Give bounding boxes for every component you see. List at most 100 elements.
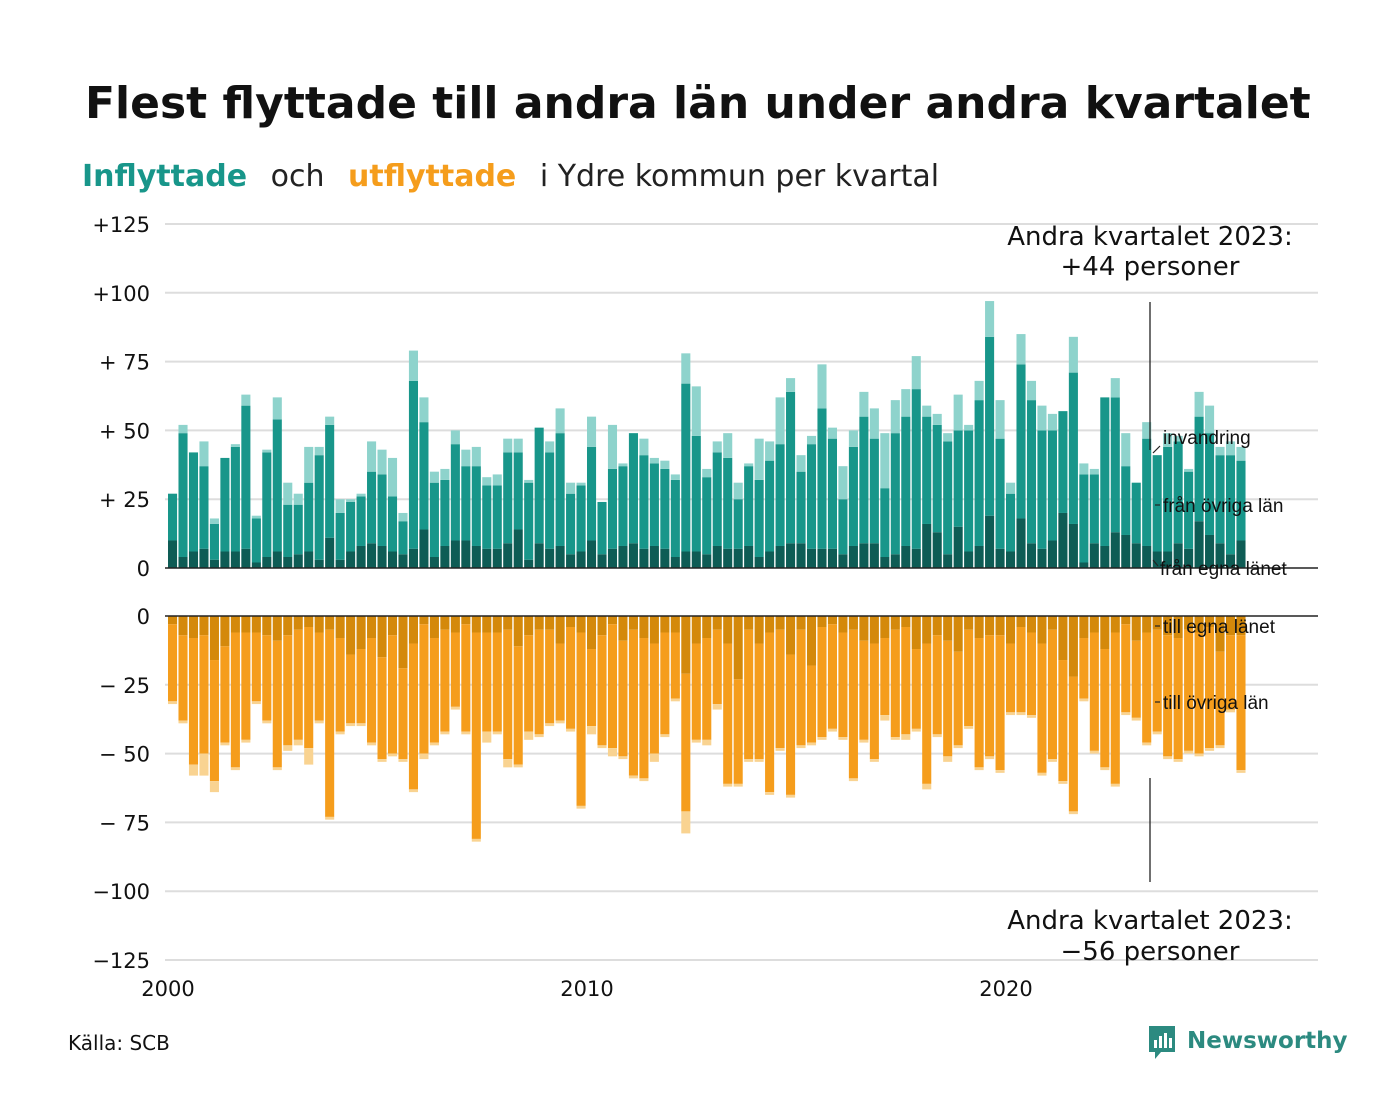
bar-in-immig (1236, 446, 1246, 461)
bar-in-own (1225, 554, 1236, 568)
bar-out-emig (429, 742, 439, 746)
bar-in-immig (440, 468, 450, 480)
bar-in-other (471, 466, 481, 546)
bar-in-immig (691, 386, 701, 436)
bar-out-emig (178, 720, 188, 724)
bar-out-own (251, 616, 261, 633)
bar-out-own (503, 616, 513, 630)
bar-in-other (943, 441, 953, 555)
bar-out-emig (408, 789, 418, 793)
bar-out-emig (356, 723, 366, 727)
bar-out-own (524, 616, 534, 636)
bar-in-other (953, 430, 963, 527)
label-till-ovriga: till övriga län (1163, 693, 1269, 714)
bar-in-other (1100, 397, 1110, 546)
bar-in-other (209, 523, 219, 560)
bar-out-emig (555, 720, 565, 724)
bar-out-emig (513, 764, 523, 768)
bar-out-other (566, 627, 576, 729)
bar-in-other (1110, 397, 1120, 533)
bar-in-other (639, 455, 649, 549)
bar-in-own (199, 548, 209, 568)
bar-in-other (880, 488, 890, 557)
bar-in-immig (890, 400, 900, 434)
bar-out-emig (1068, 811, 1078, 815)
bar-out-other (890, 629, 900, 738)
bar-out-other (461, 624, 471, 732)
bar-out-emig (911, 728, 921, 732)
bar-out-own (848, 616, 858, 630)
bar-in-other (1194, 416, 1204, 522)
bar-in-immig (178, 424, 188, 434)
y-tick-bottom: − 50 (99, 743, 150, 767)
bar-out-own (859, 616, 869, 641)
bar-out-other (911, 649, 921, 729)
bar-out-emig (262, 720, 272, 724)
bar-out-other (712, 629, 722, 705)
bar-out-other (408, 643, 418, 790)
bar-out-other (607, 624, 618, 749)
bar-in-immig (346, 499, 356, 502)
bar-in-other (1121, 466, 1131, 535)
bar-out-own (1016, 616, 1026, 628)
bar-in-own (1037, 548, 1047, 568)
subtitle-utflyttade: utflyttade (348, 159, 516, 194)
bar-in-immig (639, 438, 649, 456)
bar-in-own (304, 551, 314, 568)
bar-out-own (440, 616, 450, 630)
bar-out-own (827, 616, 837, 625)
bar-out-other (1026, 632, 1037, 716)
bar-in-own (503, 543, 513, 568)
bar-in-immig (503, 438, 513, 453)
bar-in-immig (1079, 463, 1089, 475)
bar-out-other (901, 627, 911, 735)
bar-out-own (346, 616, 356, 655)
y-tick-bottom: − 75 (99, 811, 150, 835)
bar-in-other (534, 427, 544, 544)
bar-out-emig (482, 731, 492, 743)
bar-in-other (220, 457, 230, 552)
bar-in-own (534, 543, 544, 568)
bar-in-immig (325, 416, 335, 425)
bar-in-own (513, 529, 523, 568)
bar-in-immig (1089, 468, 1099, 475)
bar-out-other (1121, 624, 1131, 713)
bar-in-immig (1026, 380, 1037, 401)
bar-out-other (953, 651, 963, 746)
bar-in-own (398, 554, 408, 568)
bar-in-other (817, 408, 827, 549)
bar-in-immig (964, 424, 974, 431)
bar-out-own (335, 616, 345, 639)
bar-out-other (702, 638, 712, 740)
bar-out-other (869, 643, 879, 760)
bar-in-own (346, 551, 356, 568)
bar-out-emig (985, 756, 995, 760)
bar-out-other (367, 638, 377, 743)
subtitle-rest: i Ydre kommun per kvartal (540, 159, 939, 194)
bar-in-other (1215, 455, 1225, 544)
bar-out-other (1142, 632, 1152, 743)
bar-out-own (649, 616, 659, 644)
bar-in-other (346, 501, 356, 552)
bar-in-other (765, 460, 775, 552)
bar-out-other (356, 649, 366, 724)
bar-out-emig (901, 734, 911, 740)
bar-in-immig (869, 408, 879, 439)
bar-out-other (660, 632, 670, 735)
bar-in-own (985, 515, 995, 568)
bar-in-other (1173, 441, 1183, 544)
bar-in-immig (995, 400, 1005, 439)
bar-in-immig (566, 482, 576, 494)
bar-in-immig (367, 441, 377, 472)
bar-in-other (251, 518, 261, 563)
bar-out-emig (733, 783, 743, 787)
bar-out-other (1058, 660, 1068, 782)
bar-in-immig (293, 493, 303, 505)
y-tick-top: +100 (92, 282, 150, 306)
bar-in-own (1016, 518, 1026, 568)
bar-out-own (618, 616, 628, 641)
bar-out-emig (964, 726, 974, 729)
bar-in-other (230, 446, 240, 552)
bar-in-own (681, 551, 691, 568)
